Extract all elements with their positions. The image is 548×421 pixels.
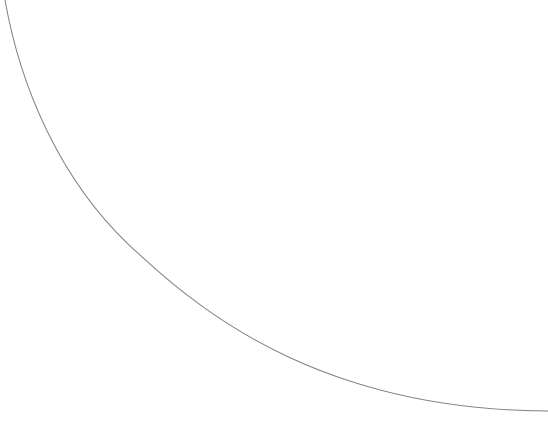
arc-stroke: [4, 0, 548, 412]
